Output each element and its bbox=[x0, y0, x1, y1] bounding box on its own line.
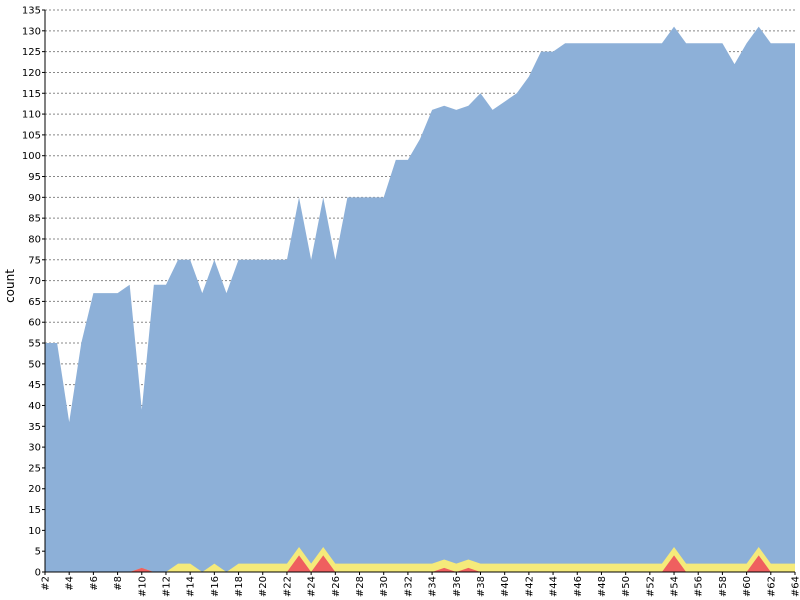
y-tick-label: 80 bbox=[28, 234, 41, 245]
y-tick-label: 70 bbox=[28, 276, 41, 287]
x-tick-label: #36 bbox=[452, 576, 463, 597]
x-tick-label: #64 bbox=[791, 576, 800, 597]
y-tick-label: 10 bbox=[28, 526, 41, 537]
area-series-2 bbox=[45, 26, 795, 572]
x-tick-label: #22 bbox=[282, 576, 293, 597]
x-tick-label: #20 bbox=[258, 576, 269, 597]
x-tick-label: #52 bbox=[645, 576, 656, 597]
x-tick-label: #44 bbox=[549, 576, 560, 597]
y-tick-label: 0 bbox=[35, 568, 41, 579]
y-tick-label: 5 bbox=[35, 547, 41, 558]
x-tick-label: #8 bbox=[113, 576, 124, 591]
y-tick-label: 130 bbox=[22, 26, 41, 37]
x-tick-label: #62 bbox=[766, 576, 777, 597]
y-tick-label: 125 bbox=[22, 47, 41, 58]
x-tick-label: #56 bbox=[694, 576, 705, 597]
x-tick-label: #2 bbox=[41, 576, 52, 591]
y-tick-label: 45 bbox=[28, 380, 41, 391]
x-tick-label: #40 bbox=[500, 576, 511, 597]
x-tick-label: #28 bbox=[355, 576, 366, 597]
x-tick-label: #60 bbox=[742, 576, 753, 597]
x-tick-label: #38 bbox=[476, 576, 487, 597]
y-tick-label: 15 bbox=[28, 505, 41, 516]
y-tick-label: 85 bbox=[28, 214, 41, 225]
y-tick-label: 90 bbox=[28, 193, 41, 204]
y-tick-label: 100 bbox=[22, 151, 41, 162]
x-tick-label: #10 bbox=[137, 576, 148, 597]
area-series bbox=[45, 26, 795, 572]
y-tick-label: 20 bbox=[28, 484, 41, 495]
y-tick-label: 55 bbox=[28, 339, 41, 350]
x-tick-label: #54 bbox=[670, 576, 681, 597]
x-tick-label: #58 bbox=[718, 576, 729, 597]
y-tick-label: 105 bbox=[22, 130, 41, 141]
y-tick-label: 65 bbox=[28, 297, 41, 308]
y-tick-label: 35 bbox=[28, 422, 41, 433]
y-tick-labels: 0 5 10 15 20 25 30 35 40 45 50 55 60 65 70 75 80 85 90 95 10… bbox=[22, 6, 45, 579]
y-tick-label: 60 bbox=[28, 318, 41, 329]
y-tick-label: 120 bbox=[22, 68, 41, 79]
x-tick-label: #50 bbox=[621, 576, 632, 597]
axes bbox=[44, 10, 795, 573]
y-tick-label: 75 bbox=[28, 255, 41, 266]
y-tick-label: 25 bbox=[28, 463, 41, 474]
y-tick-label: 30 bbox=[28, 443, 41, 454]
x-tick-labels: #2 #4 #6 #8 #10 #12 #14 #16 #18 #20 #22 #24 #26 #28 #3… bbox=[41, 572, 800, 597]
x-tick-label: #6 bbox=[89, 576, 100, 591]
y-tick-label: 95 bbox=[28, 172, 41, 183]
y-tick-label: 110 bbox=[22, 110, 41, 121]
y-tick-label: 135 bbox=[22, 6, 41, 17]
x-tick-label: #16 bbox=[210, 576, 221, 597]
y-tick-label: 50 bbox=[28, 359, 41, 370]
area-series-1 bbox=[45, 547, 795, 572]
x-tick-label: #14 bbox=[186, 576, 197, 597]
x-tick-label: #34 bbox=[428, 576, 439, 597]
y-tick-label: 40 bbox=[28, 401, 41, 412]
y-axis-title: count bbox=[3, 269, 17, 303]
x-tick-label: #30 bbox=[379, 576, 390, 597]
x-tick-label: #24 bbox=[307, 576, 318, 597]
x-tick-label: #26 bbox=[331, 576, 342, 597]
x-tick-label: #46 bbox=[573, 576, 584, 597]
x-tick-label: #42 bbox=[524, 576, 535, 597]
x-tick-label: #4 bbox=[65, 576, 76, 591]
x-tick-label: #32 bbox=[403, 576, 414, 597]
x-tick-label: #48 bbox=[597, 576, 608, 597]
x-tick-label: #12 bbox=[161, 576, 172, 597]
x-tick-label: #18 bbox=[234, 576, 245, 597]
y-tick-label: 115 bbox=[22, 89, 41, 100]
